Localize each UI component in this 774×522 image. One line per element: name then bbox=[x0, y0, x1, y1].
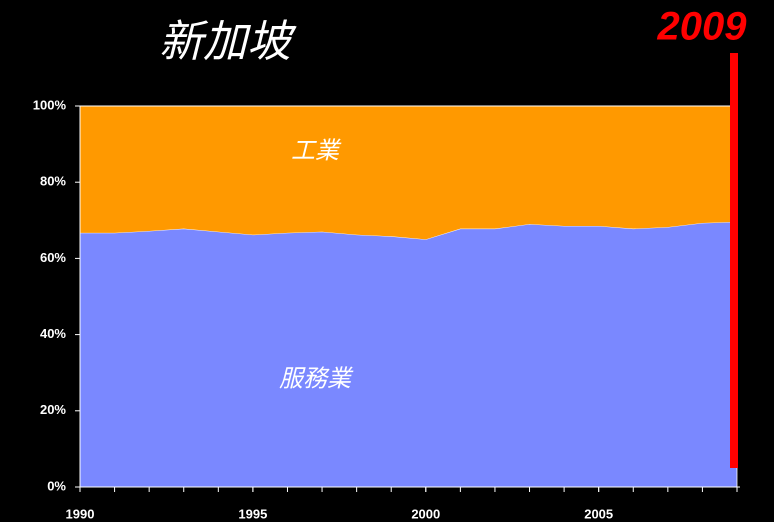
y-tick-label: 0% bbox=[47, 478, 66, 493]
area bbox=[79, 221, 738, 488]
series-label: 工業 bbox=[291, 137, 342, 164]
annotation-label: 2009 bbox=[657, 5, 748, 49]
series-label: 服務業 bbox=[279, 365, 354, 392]
x-tick-label: 1990 bbox=[66, 506, 95, 521]
area bbox=[80, 106, 737, 240]
y-tick-label: 20% bbox=[40, 402, 66, 417]
y-tick-label: 100% bbox=[33, 97, 67, 112]
x-tick-label: 1995 bbox=[238, 506, 267, 521]
chart-title: 新加坡 bbox=[159, 18, 297, 67]
x-tick-label: 2005 bbox=[584, 506, 613, 521]
y-tick-label: 60% bbox=[40, 250, 66, 265]
y-tick-label: 80% bbox=[40, 174, 66, 189]
x-tick-label: 2000 bbox=[411, 506, 440, 521]
y-tick-label: 40% bbox=[40, 326, 66, 341]
